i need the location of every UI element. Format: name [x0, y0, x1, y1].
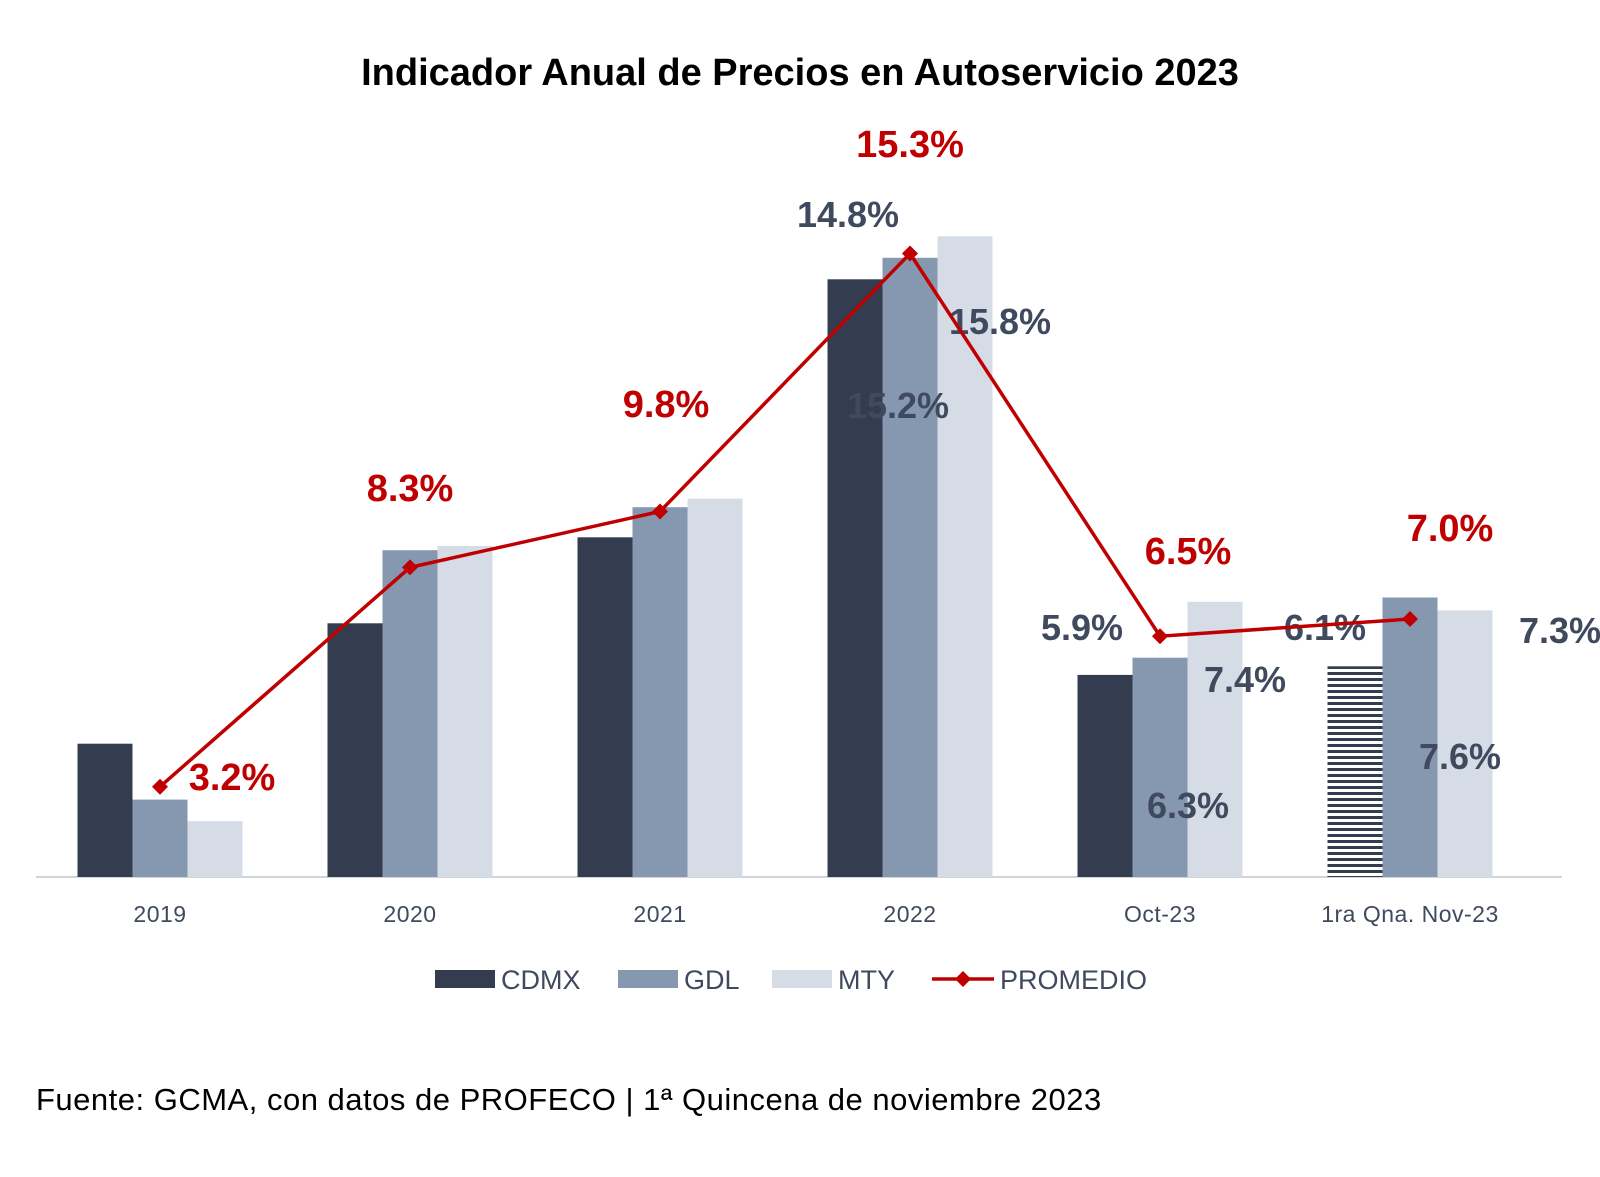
chart-title: Indicador Anual de Precios en Autoservic…: [361, 52, 1239, 94]
data-label-gdl: 15.2%: [847, 385, 949, 426]
legend-label-mty: MTY: [838, 965, 895, 995]
legend-swatch-gdl: [618, 970, 678, 988]
bar-mty-0: [187, 821, 243, 877]
bar-mty-4: [1187, 601, 1243, 877]
bar-cdmx-2: [577, 537, 633, 877]
data-label-mty: 15.8%: [949, 301, 1051, 342]
data-label-mty: 7.4%: [1204, 659, 1286, 700]
bar-cdmx-1: [327, 623, 383, 877]
data-label-gdl: 6.3%: [1147, 785, 1229, 826]
x-tick-label: 2020: [383, 901, 436, 927]
data-label-cdmx: 14.8%: [797, 194, 899, 235]
bar-mty-5: [1437, 610, 1493, 877]
legend-label-gdl: GDL: [684, 965, 740, 995]
bar-gdl-0: [132, 799, 188, 877]
bar-gdl-4: [1132, 657, 1188, 877]
source-note: Fuente: GCMA, con datos de PROFECO | 1ª …: [36, 1082, 1102, 1117]
data-label-promedio: 8.3%: [367, 468, 454, 510]
bar-gdl-5: [1382, 597, 1438, 877]
data-label-mty: 7.3%: [1519, 610, 1600, 651]
bar-gdl-1: [382, 550, 438, 877]
x-tick-label: 2021: [633, 901, 686, 927]
bar-mty-1: [437, 545, 493, 877]
bar-gdl-3: [882, 257, 938, 877]
promedio-marker: [152, 778, 168, 795]
legend-marker-promedio: [955, 971, 971, 987]
promedio-marker: [402, 559, 418, 576]
data-label-gdl: 7.6%: [1419, 736, 1501, 777]
promedio-marker: [652, 503, 668, 520]
legend-label-promedio: PROMEDIO: [1000, 965, 1147, 995]
legend-swatch-mty: [772, 970, 832, 988]
data-label-promedio: 6.5%: [1145, 531, 1232, 573]
x-tick-label: 2019: [133, 901, 186, 927]
data-label-cdmx: 5.9%: [1041, 607, 1123, 648]
bar-cdmx-5: [1327, 666, 1383, 877]
bar-mty-3: [937, 236, 993, 878]
legend-swatch-cdmx: [435, 970, 495, 988]
promedio-line: [158, 250, 1411, 789]
promedio-marker: [1152, 628, 1168, 645]
data-label-promedio: 7.0%: [1407, 508, 1494, 550]
bar-gdl-2: [632, 507, 688, 877]
x-tick-label: 2022: [883, 901, 936, 927]
x-tick-label: 1ra Qna. Nov-23: [1321, 901, 1499, 927]
data-label-promedio: 15.3%: [856, 124, 964, 166]
bar-mty-2: [687, 498, 743, 877]
promedio-marker: [1402, 611, 1418, 627]
promedio-marker: [902, 245, 918, 262]
bar-cdmx-3: [827, 279, 883, 877]
bar-cdmx-4: [1077, 674, 1133, 877]
bar-cdmx-0: [77, 743, 133, 877]
data-label-promedio: 9.8%: [623, 384, 710, 426]
x-tick-label: Oct-23: [1124, 901, 1196, 927]
data-label-promedio: 3.2%: [189, 757, 276, 799]
legend-label-cdmx: CDMX: [501, 965, 581, 995]
